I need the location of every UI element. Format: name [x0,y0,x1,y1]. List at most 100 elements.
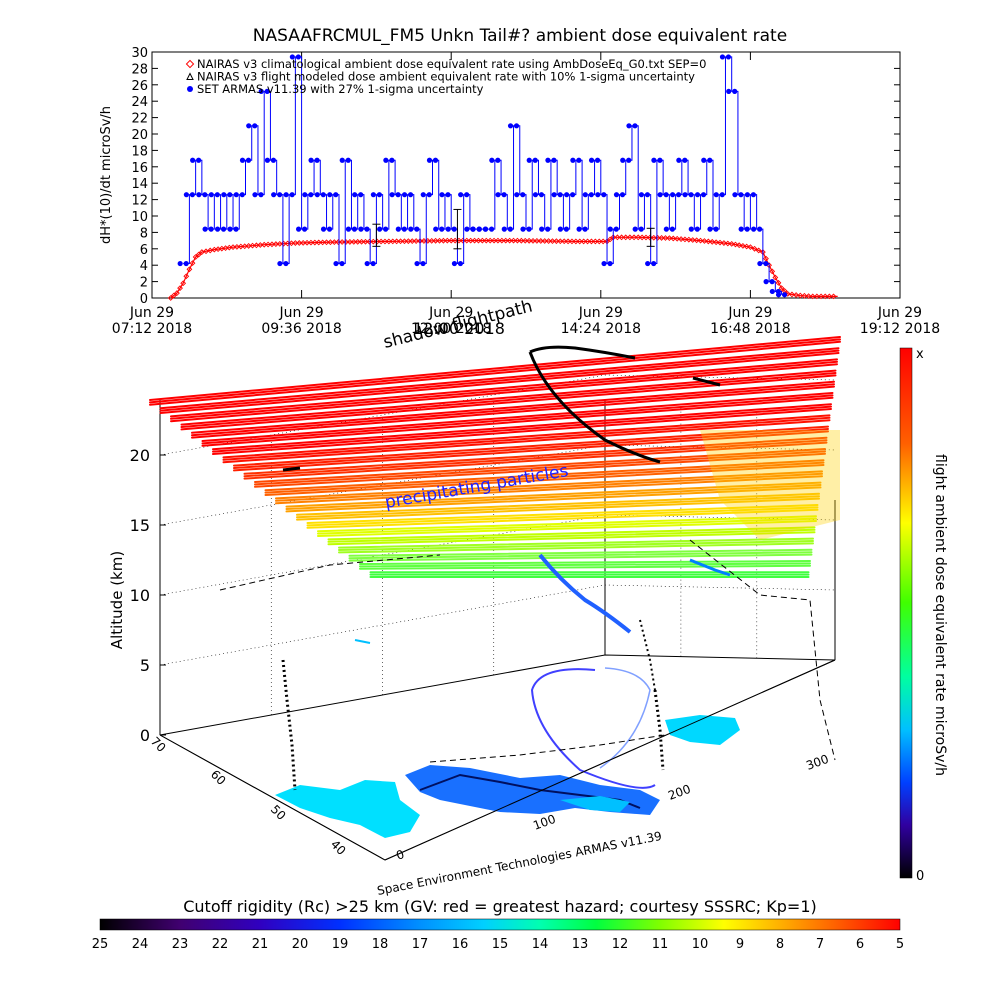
series-point-armas [732,192,738,198]
series-point-armas [738,226,744,232]
floor-y-tick-label: 40 [328,837,349,858]
series-point-armas [196,192,202,198]
slab-stripe [264,464,825,496]
series-point-armas [781,292,788,298]
slab-stripe [159,349,840,412]
y-tick-label: 4 [140,259,148,274]
slab-stripe [191,383,835,437]
slab-stripe [275,475,823,505]
series-point-nairas-climatological [666,235,673,242]
series-point-nairas-climatological [541,238,548,244]
series-point-armas [763,260,769,267]
series-point-nairas-climatological [705,238,712,245]
series-point-nairas-climatological [530,237,536,244]
series-point-armas [651,260,657,267]
series-point-nairas-climatological [553,238,560,245]
series-point-nairas-climatological [393,238,400,245]
slab-stripe [243,439,828,478]
series-point-nairas-climatological [198,249,205,255]
black-flightpath-marker [282,466,301,472]
y-tick-label: 28 [131,62,148,77]
series-point-armas [576,157,582,163]
series-point-armas [532,192,539,198]
series-point-armas [326,226,333,232]
series-point-nairas-climatological [385,238,392,245]
series-point-nairas-climatological [241,243,248,250]
series-point-armas [570,157,576,163]
series-point-armas [401,192,408,198]
blue-flightpath-oval-inner [599,667,651,769]
series-point-armas [464,192,470,198]
blue-flightpath-descent [538,553,632,634]
series-point-nairas-climatological [288,240,295,247]
series-point-nairas-climatological [207,247,214,254]
slab-stripe [201,392,834,442]
series-point-nairas-climatological [234,243,240,250]
series-point-armas [520,192,526,198]
z-tick-label: 5 [140,656,150,675]
series-point-armas [252,192,258,198]
slab-stripe [285,481,822,508]
series-point-nairas-climatological [534,238,540,244]
slab-stripe [359,560,811,565]
series-point-armas [432,157,439,163]
bottom-colorbar-tick-label: 23 [172,937,189,952]
series-point-armas [464,226,470,232]
series-point-nairas-climatological [506,237,513,244]
series-point-armas [582,226,588,232]
right-colorbar-top-label: x [916,347,924,362]
slab-stripe [191,380,835,434]
series-point-armas [607,260,613,267]
series-point-armas [738,192,744,198]
series-point-nairas-climatological [327,239,334,246]
series-point-nairas-climatological [467,237,474,244]
series-point-armas [264,88,270,94]
legend-marker-dot [187,86,193,92]
dashed-shadow-floor [429,734,666,763]
series-point-armas [495,192,501,198]
series-point-nairas-climatological [717,239,723,246]
series-point-armas [233,226,239,232]
annotation-time-label: 12:00 2018 [413,319,505,338]
series-point-nairas-climatological [170,292,177,299]
series-point-armas [439,192,445,198]
y-tick-label: 8 [140,226,148,241]
series-point-armas [632,123,638,129]
series-point-armas [751,226,757,232]
x-tick-label-line1: Jun 29 [578,305,623,321]
slab-stripe [180,372,837,428]
series-point-armas [607,226,613,232]
bottom-colorbar-tick-label: 18 [372,937,389,952]
series-point-nairas-climatological [370,238,377,245]
series-point-nairas-climatological [323,239,330,246]
series-point-nairas-climatological [428,237,435,244]
series-point-nairas-climatological [491,237,497,244]
bottom-colorbar-title: Cutoff rigidity (Rc) >25 km (GV: red = g… [183,897,817,916]
series-point-nairas-climatological [545,238,552,244]
x-tick-label-line1: Jun 29 [129,305,174,321]
series-point-nairas-climatological [584,238,591,245]
altitude-grid-line [159,444,836,526]
series-point-armas [638,192,645,198]
y-tick-label: 16 [131,161,148,176]
series-point-nairas-climatological [639,234,645,241]
y-tick-label: 12 [131,194,148,209]
series-point-nairas-climatological [610,234,617,241]
series-point-nairas-climatological [658,235,665,241]
series-point-nairas-climatological [514,237,521,244]
series-point-nairas-climatological [822,293,829,300]
series-point-nairas-climatological [405,238,412,245]
series-point-nairas-climatological [350,238,357,245]
series-point-armas [663,226,669,232]
series-point-armas [719,54,726,60]
y-tick-label: 6 [140,243,148,258]
credit-text: Space Environment Technologies ARMAS v11… [376,829,663,898]
slab-stripe [170,358,838,418]
series-point-armas [495,157,501,163]
series-point-nairas-climatological [265,241,271,248]
bottom-colorbar-labels: 25 24 23 22 21 20 19 18 17 16 15 14 13 12 11 10 9 8 7 6 5 [92,937,904,952]
series-point-nairas-climatological [662,235,669,241]
slab-stripe [180,369,837,426]
series-point-nairas-climatological [397,238,404,245]
